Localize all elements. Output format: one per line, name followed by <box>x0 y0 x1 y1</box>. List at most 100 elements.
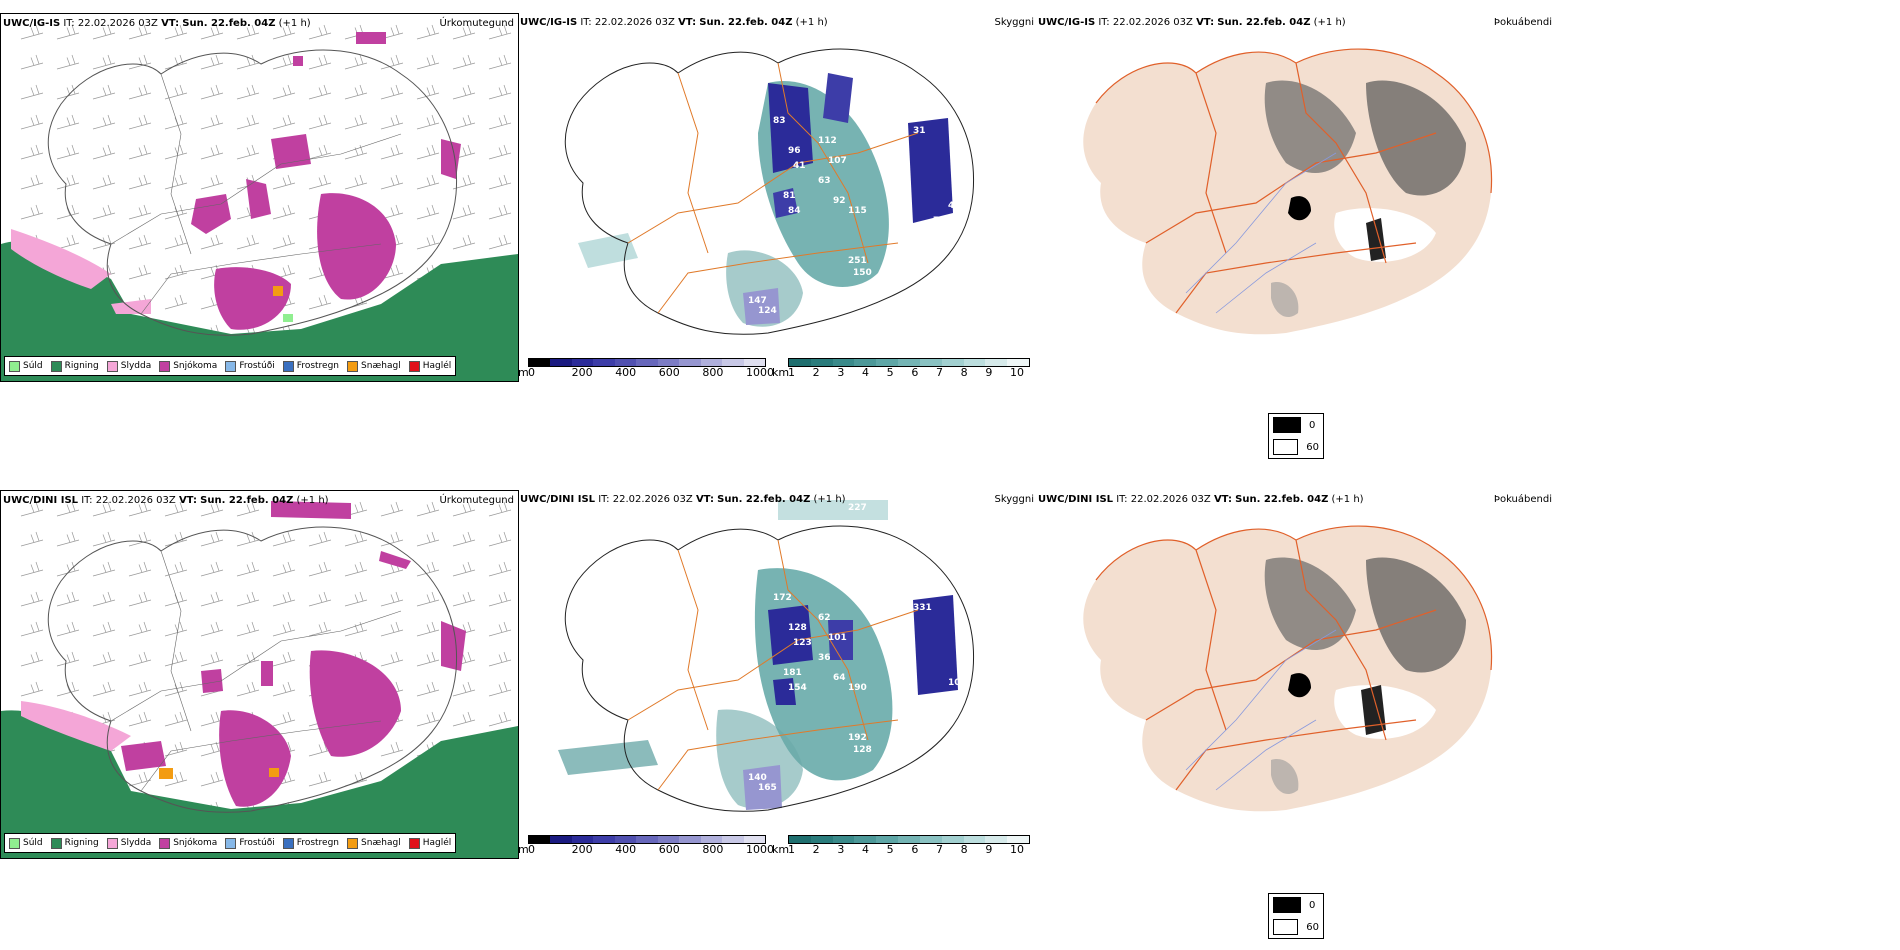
scale-tick: 8 <box>960 843 968 856</box>
cloud-base-label: 147 <box>748 296 767 306</box>
scale-swatch <box>985 836 1008 843</box>
cloud-base-label: 128 <box>788 623 807 633</box>
cloud-base-label: 172 <box>773 593 792 603</box>
scale-tick: 7 <box>936 843 943 856</box>
wind-barb <box>128 54 152 70</box>
wind-barb <box>92 681 116 697</box>
scale-tick: 400 <box>615 843 637 856</box>
scale-tick: 200 <box>571 843 593 856</box>
cloud-base-label: 96 <box>788 146 801 156</box>
legend-item: Haglél <box>408 360 451 372</box>
visibility-scale-bottom: km 1 2 3 4 5 6 7 8 9 10 <box>772 835 1034 857</box>
wind-barb <box>452 501 476 517</box>
wind-barb <box>92 24 116 40</box>
wind-barb <box>56 54 80 70</box>
wind-barb <box>344 54 368 70</box>
scale-unit: m <box>518 843 529 856</box>
fog-scale-label: 0 <box>1309 419 1316 431</box>
legend-item: Frostregn <box>282 360 339 372</box>
scale-swatch <box>743 836 765 843</box>
scale-swatch <box>832 359 855 366</box>
wind-barb <box>128 174 152 190</box>
wind-barb <box>236 621 260 637</box>
wind-barb <box>128 501 152 517</box>
scale-swatch <box>550 836 572 843</box>
wind-barb <box>488 651 512 667</box>
wind-barb <box>20 54 44 70</box>
wind-barb <box>164 174 188 190</box>
wind-barb <box>236 144 260 160</box>
wind-barb <box>380 144 404 160</box>
wind-barb <box>164 84 188 100</box>
wind-barb <box>272 114 296 130</box>
legend-swatch <box>50 360 62 372</box>
wind-barb <box>164 711 188 727</box>
wind-barb <box>416 621 440 637</box>
wind-barb <box>56 591 80 607</box>
panel-title-cloud-bottom: Skyggni <box>994 494 1034 505</box>
wind-barb <box>380 501 404 517</box>
precip-panel-top: UWC/IG-IS IT: 22.02.2026 03Z VT: Sun. 22… <box>0 13 519 382</box>
wind-barb <box>164 234 188 250</box>
legend-label: Rigning <box>64 361 99 371</box>
wind-barb <box>200 174 224 190</box>
fog-scale-row: 60 <box>1269 916 1323 938</box>
scale-swatch <box>636 359 658 366</box>
legend-swatch <box>408 360 420 372</box>
scale-tick: 0 <box>528 843 535 856</box>
wind-barb <box>452 681 476 697</box>
scale-swatch <box>743 359 765 366</box>
fog-scale-bottom: 0 60 <box>1268 893 1324 939</box>
scale-swatch <box>854 359 877 366</box>
scale-swatch <box>657 836 680 843</box>
fog-scale-label: 0 <box>1309 899 1316 911</box>
wind-barb <box>236 114 260 130</box>
wind-barb <box>20 651 44 667</box>
cloud-base-label: 40 <box>948 201 961 211</box>
wind-barb <box>488 501 512 517</box>
wind-barb <box>344 84 368 100</box>
wind-barb <box>200 651 224 667</box>
wind-barb <box>20 621 44 637</box>
cloud-base-label: 107 <box>828 156 847 166</box>
wind-barb <box>20 681 44 697</box>
wind-barb <box>344 621 368 637</box>
scale-tick: 4 <box>862 843 869 856</box>
fog-map-bottom <box>1083 525 1493 812</box>
wind-barb <box>380 591 404 607</box>
scale-swatch <box>700 836 723 843</box>
wind-barb <box>416 84 440 100</box>
scale-swatch <box>789 359 811 366</box>
wind-barb <box>308 531 332 547</box>
wind-barb <box>308 24 332 40</box>
wind-barb <box>236 591 260 607</box>
wind-barb <box>488 591 512 607</box>
fog-scale-row: 60 <box>1269 436 1323 458</box>
wind-barb <box>452 711 476 727</box>
cloud-base-label: 140 <box>748 773 767 783</box>
scale-bar <box>528 835 766 844</box>
wind-barb <box>56 114 80 130</box>
scale-tick: 1000 <box>746 843 774 856</box>
wind-barb <box>488 174 512 190</box>
legend-swatch <box>106 837 118 849</box>
wind-barb <box>56 174 80 190</box>
scale-swatch <box>1007 359 1029 366</box>
wind-barb <box>200 531 224 547</box>
cloud-base-label: 112 <box>818 136 837 146</box>
wind-barb <box>92 204 116 220</box>
ceiling-scale-top: m 0 200 400 600 800 1000 <box>518 358 774 380</box>
scale-tick: 10 <box>1010 843 1024 856</box>
wind-barb <box>272 234 296 250</box>
precip-panel-bottom: UWC/DINI ISL IT: 22.02.2026 03Z VT: Sun.… <box>0 490 519 859</box>
scale-tick: 3 <box>837 843 845 856</box>
fog-map-top <box>1083 48 1493 335</box>
scale-tick: 8 <box>960 366 968 379</box>
scale-tick: 5 <box>886 366 894 379</box>
fog-scale-label: 60 <box>1306 921 1319 933</box>
cloud-base-label: 106 <box>948 678 967 688</box>
cloud-base-label: 150 <box>853 268 872 278</box>
wind-barb <box>380 531 404 547</box>
wind-barb <box>452 24 476 40</box>
wind-barb <box>200 561 224 577</box>
